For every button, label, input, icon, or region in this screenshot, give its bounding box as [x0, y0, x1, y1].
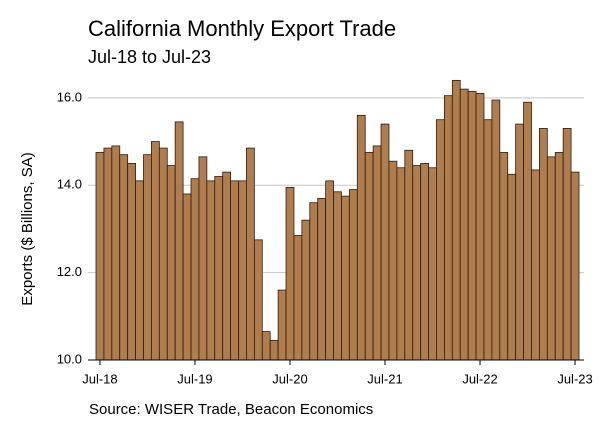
x-tick-label: Jul-20 [272, 371, 307, 386]
bar [546, 156, 556, 361]
bar [333, 191, 342, 361]
bar [372, 145, 382, 361]
bar [475, 93, 485, 361]
bar [570, 171, 580, 361]
bar [277, 289, 287, 361]
bar [269, 339, 279, 361]
bar [190, 178, 200, 361]
y-tick-label: 10.0 [57, 351, 82, 366]
bar [388, 160, 398, 361]
y-tick-label: 14.0 [57, 177, 82, 192]
bar [158, 147, 168, 361]
x-tick-label: Jul-23 [557, 371, 592, 386]
bar [222, 171, 232, 361]
bar [356, 114, 366, 361]
y-axis-label: Exports ($ Billions, SA) [19, 152, 36, 305]
bar [562, 128, 572, 361]
x-tick-label: Jul-21 [367, 371, 402, 386]
bar [483, 119, 493, 361]
bar [285, 187, 295, 361]
bar [451, 79, 461, 361]
bar [214, 176, 224, 361]
bar [420, 162, 429, 361]
x-tick-label: Jul-19 [177, 371, 212, 386]
chart-title: California Monthly Export Trade [88, 16, 396, 41]
bar [443, 95, 453, 361]
bar [412, 165, 422, 361]
bar [531, 169, 540, 361]
bar [348, 189, 358, 361]
bar [523, 101, 532, 361]
bar [301, 219, 311, 361]
bar [151, 141, 160, 361]
bar [428, 167, 437, 361]
y-tick-label: 16.0 [57, 89, 82, 104]
y-tick-label: 12.0 [57, 264, 82, 279]
bar [515, 123, 524, 361]
bar [436, 119, 445, 361]
bar [182, 193, 192, 361]
bar [309, 202, 319, 361]
bar [127, 162, 136, 361]
x-tick-label: Jul-22 [462, 371, 497, 386]
bar [459, 88, 469, 361]
bar [253, 239, 263, 361]
bar [341, 195, 350, 361]
bar [111, 145, 121, 361]
bar [261, 331, 271, 361]
bar [404, 149, 414, 361]
bar [396, 167, 406, 361]
bar [206, 180, 216, 361]
bar [539, 128, 548, 361]
bar [293, 235, 303, 361]
x-tick-label: Jul-18 [82, 371, 117, 386]
bar [143, 154, 152, 361]
bar [119, 154, 129, 361]
source-note: Source: WISER Trade, Beacon Economics [89, 401, 373, 418]
bar [198, 156, 208, 361]
bar [230, 180, 239, 361]
bar [95, 152, 105, 361]
bar [103, 147, 113, 361]
bar [317, 197, 327, 361]
bar [554, 152, 564, 361]
bar [174, 121, 184, 361]
bar [246, 147, 255, 361]
bar [507, 173, 517, 361]
bar [364, 152, 374, 361]
chart-subtitle: Jul-18 to Jul-23 [88, 47, 211, 67]
bar [166, 165, 176, 361]
bar [380, 123, 390, 361]
bar [491, 99, 501, 361]
bar [238, 180, 247, 361]
bar [467, 90, 477, 361]
bar [499, 152, 509, 361]
bar [135, 180, 144, 361]
bar [325, 180, 334, 361]
